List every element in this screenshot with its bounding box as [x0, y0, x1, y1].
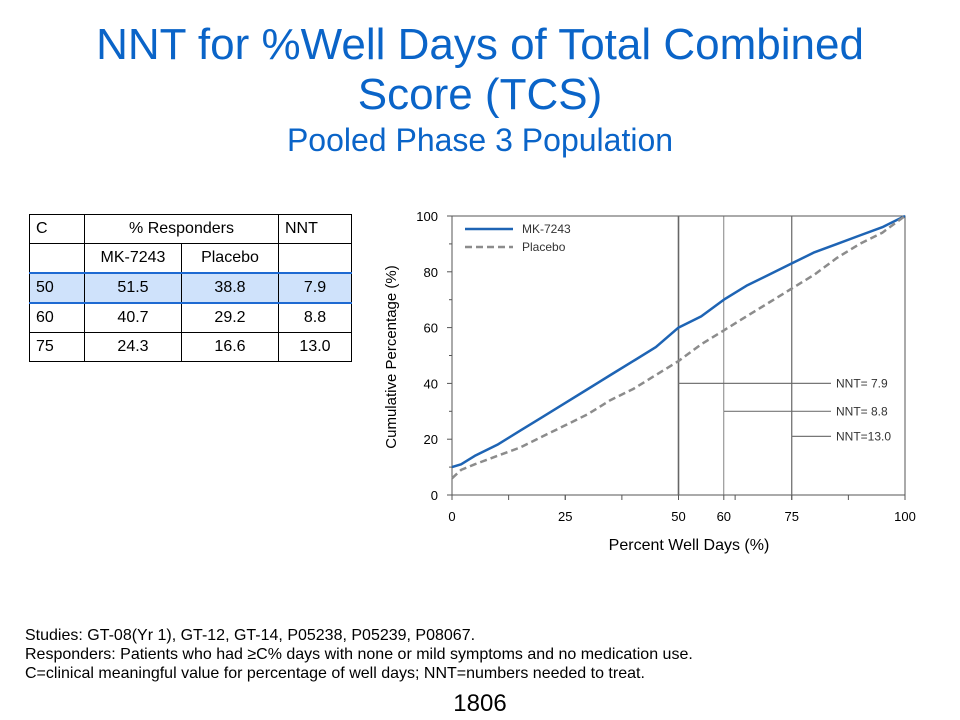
series-line-mk-7243 — [451, 214, 906, 469]
table-cell: 75 — [29, 332, 85, 362]
page-number: 1806 — [453, 690, 507, 717]
chart-legend: MK-7243 Placebo — [465, 222, 571, 254]
table-row: 75 24.3 16.6 13.0 — [29, 332, 352, 362]
slide-title-line2: Score (TCS) — [357, 70, 603, 119]
y-axis-label: Cumulative Percentage (%) — [383, 265, 400, 448]
x-tick-label: 100 — [894, 509, 916, 524]
table-cell: 60 — [29, 302, 85, 333]
legend-entry: Placebo — [522, 240, 566, 254]
slide-title-line1: NNT for %Well Days of Total Combined — [96, 20, 864, 69]
table-cell: 29.2 — [181, 302, 279, 333]
y-tick-label: 60 — [424, 321, 438, 336]
footnote-responders: Responders: Patients who had ≥C% days wi… — [25, 646, 693, 663]
y-tick-label: 80 — [424, 265, 438, 280]
nnt-label: NNT=13.0 — [836, 429, 891, 443]
table-header-cell: NNT — [278, 214, 352, 244]
footnote-studies: Studies: GT-08(Yr 1), GT-12, GT-14, P052… — [25, 627, 476, 644]
nnt-label: NNT= 8.8 — [836, 404, 888, 418]
x-tick-label: 0 — [448, 509, 455, 524]
table-cell: 8.8 — [278, 302, 352, 333]
axes: 0 20 40 60 80 100 0 25 50 60 75 100 — [416, 209, 916, 524]
table-cell: 24.3 — [84, 332, 182, 362]
responders-table: C % Responders NNT MK-7243 Placebo 50 51… — [29, 214, 352, 362]
table-row: 50 51.5 38.8 7.9 — [29, 272, 352, 304]
y-tick-label: 20 — [424, 432, 438, 447]
nnt-reference-lines: NNT= 7.9 NNT= 8.8 NNT=13.0 — [677, 216, 891, 495]
x-tick-label: 75 — [785, 509, 799, 524]
table-cell: 40.7 — [84, 302, 182, 333]
table-header-cell: C — [29, 214, 85, 244]
table-cell: 51.5 — [84, 272, 182, 304]
x-axis-label: Percent Well Days (%) — [609, 537, 770, 554]
y-tick-label: 100 — [416, 209, 438, 224]
table-cell: 50 — [29, 272, 85, 304]
nnt-label: NNT= 7.9 — [836, 376, 888, 390]
table-cell: 16.6 — [181, 332, 279, 362]
x-tick-label: 50 — [671, 509, 685, 524]
y-tick-label: 40 — [424, 376, 438, 391]
legend-entry: MK-7243 — [522, 222, 571, 236]
table-subheader-cell — [29, 243, 85, 274]
table-subheader-cell: MK-7243 — [84, 243, 182, 274]
table-subheader-cell — [278, 243, 352, 274]
series-layer — [451, 214, 906, 480]
slide-subtitle: Pooled Phase 3 Population — [286, 122, 674, 158]
table-header-row: C % Responders NNT — [29, 214, 352, 244]
table-row: 60 40.7 29.2 8.8 — [29, 302, 352, 333]
cumulative-chart: 0 20 40 60 80 100 0 25 50 60 75 100 NNT= 7.9 NNT= 8.… — [383, 209, 916, 554]
series-line-placebo — [451, 214, 906, 480]
table-subheader-cell: Placebo — [181, 243, 279, 274]
x-tick-label: 60 — [717, 509, 731, 524]
table-cell: 38.8 — [181, 272, 279, 304]
table-header-cell: % Responders — [84, 214, 279, 244]
table-subheader-row: MK-7243 Placebo — [29, 243, 352, 274]
footnotes: Studies: GT-08(Yr 1), GT-12, GT-14, P052… — [25, 626, 693, 683]
x-tick-label: 25 — [558, 509, 572, 524]
table-cell: 7.9 — [278, 272, 352, 304]
table-cell: 13.0 — [278, 332, 352, 362]
y-tick-label: 0 — [431, 488, 438, 503]
footnote-definitions: C=clinical meaningful value for percenta… — [25, 665, 645, 682]
